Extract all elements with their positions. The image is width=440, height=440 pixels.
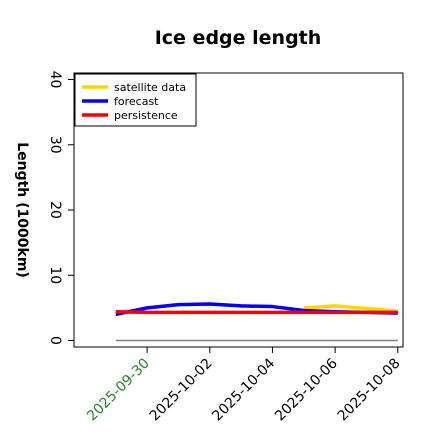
y-tick-label: 20	[47, 201, 63, 219]
x-tick-label: 2025-10-08	[335, 356, 404, 425]
legend-label-satellite-data: satellite data	[114, 81, 186, 94]
y-tick-label: 40	[47, 71, 63, 89]
y-tick-label: 30	[47, 136, 63, 154]
series-line-persistence	[115, 310, 398, 315]
series-line-satellite-data	[303, 304, 398, 313]
legend-label-forecast: forecast	[114, 95, 159, 108]
chart-title: Ice edge length	[155, 27, 322, 49]
y-tick-label: 10	[47, 266, 63, 284]
legend-label-persistence: persistence	[114, 109, 178, 122]
x-tick-label: 2025-10-02	[147, 356, 216, 425]
y-tick-label: 0	[47, 336, 63, 345]
x-tick-label: 2025-10-04	[209, 355, 278, 424]
x-tick-label: 2025-09-30	[84, 356, 153, 425]
x-tick-label: 2025-10-06	[272, 355, 341, 424]
y-axis-label: Length (1000km)	[14, 142, 30, 278]
